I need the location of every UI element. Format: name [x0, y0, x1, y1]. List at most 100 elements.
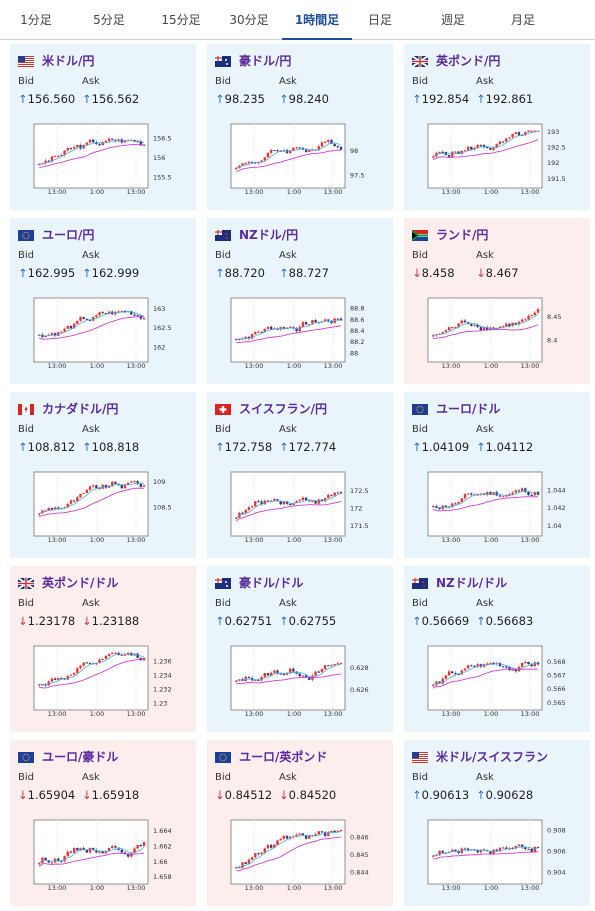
x-tick-label: 13:00 — [442, 188, 461, 196]
tab-7[interactable]: 週足 — [440, 13, 465, 27]
arrow-up-icon: ↑ — [279, 440, 289, 454]
candle — [323, 141, 327, 143]
price-chart[interactable]: 109 108.5 13:00 1:00 13:00 — [22, 466, 184, 548]
candle — [498, 847, 502, 852]
candle — [327, 832, 330, 837]
candle — [38, 513, 41, 515]
y-tick-label: 1.66 — [153, 858, 167, 866]
candle — [47, 160, 50, 162]
candle — [53, 507, 57, 510]
tab-2[interactable]: 5分足 — [93, 13, 125, 27]
pair-title[interactable]: カナダドル/円 — [42, 402, 119, 416]
currency-card[interactable]: 英ポンド/ドル Bid Ask ↓1.23178 ↓1.23188 1.236 1.234 1… — [10, 566, 196, 732]
candle — [533, 312, 537, 316]
price-chart[interactable]: 1.236 1.234 1.232 1.23 13:00 1:00 13:00 — [22, 640, 184, 722]
pair-title[interactable]: NZドル/ドル — [436, 576, 508, 590]
price-chart[interactable]: 163 162.5 162 13:00 1:00 13:00 — [22, 292, 184, 374]
currency-card[interactable]: NZドル/円 Bid Ask ↑88.720 ↑88.727 88.8 88.6 88.4 88… — [207, 218, 393, 384]
tab-8[interactable]: 月足 — [510, 13, 535, 27]
candle — [323, 319, 327, 322]
price-chart[interactable]: 98 97.5 13:00 1:00 13:00 — [219, 118, 381, 200]
candle — [53, 333, 57, 336]
x-tick-label: 1:00 — [90, 188, 105, 196]
pair-title[interactable]: 米ドル/スイスフラン — [436, 750, 549, 764]
candle — [41, 684, 44, 686]
candle — [260, 501, 263, 505]
pair-title[interactable]: ユーロ/英ポンド — [239, 750, 328, 764]
pair-title[interactable]: 豪ドル/円 — [239, 54, 292, 68]
candle — [139, 141, 143, 145]
x-tick-label: 13:00 — [324, 884, 343, 892]
currency-card[interactable]: NZドル/ドル Bid Ask ↑0.56669 ↑0.56683 0.568 0.567 0… — [404, 566, 590, 732]
candle — [298, 833, 301, 835]
ma-long-line — [432, 139, 539, 161]
au-flag-icon — [215, 56, 231, 67]
currency-card[interactable]: 米ドル/円 Bid Ask ↑156.560 ↑156.562 156.5 156 155.5… — [10, 44, 196, 210]
currency-card[interactable]: 豪ドル/ドル Bid Ask ↑0.62751 ↑0.62755 0.628 0.626 13… — [207, 566, 393, 732]
candle — [76, 320, 79, 324]
candle — [501, 666, 505, 668]
currency-card[interactable]: 米ドル/スイスフラン Bid Ask ↑0.90613 ↑0.90628 0.908 0.9… — [404, 740, 590, 906]
candle — [101, 658, 104, 660]
candle — [489, 147, 492, 150]
currency-card[interactable]: 英ポンド/円 Bid Ask ↑192.854 ↑192.861 193 192.5 192 1… — [404, 44, 590, 210]
price-chart[interactable]: 172.5 172 171.5 13:00 1:00 13:00 — [219, 466, 381, 548]
price-chart[interactable]: 0.908 0.906 0.904 13:00 1:00 13:00 — [416, 814, 578, 896]
tab-4[interactable]: 30分足 — [229, 13, 269, 27]
currency-card[interactable]: ユーロ/英ポンド Bid Ask ↓0.84512 ↓0.84520 0.846 0.845… — [207, 740, 393, 906]
currency-card[interactable]: ユーロ/豪ドル Bid Ask ↓1.65904 ↓1.65918 1.664 1.662 1… — [10, 740, 196, 906]
price-chart[interactable]: 0.568 0.567 0.566 0.565 13:00 1:00 13:00 — [416, 640, 578, 722]
price-chart[interactable]: 0.846 0.845 0.844 13:00 1:00 13:00 — [219, 814, 381, 896]
price-chart[interactable]: 8.45 8.4 13:00 1:00 13:00 — [416, 292, 578, 374]
y-tick-label: 109 — [153, 478, 165, 486]
ask-price: 1.65918 — [91, 788, 140, 802]
price-chart[interactable]: 1.044 1.042 1.04 13:00 1:00 13:00 — [416, 466, 578, 548]
price-chart[interactable]: 0.628 0.626 13:00 1:00 13:00 — [219, 640, 381, 722]
currency-card[interactable]: ユーロ/ドル Bid Ask ↑1.04109 ↑1.04112 1.044 1.042 1.… — [404, 392, 590, 558]
pair-title[interactable]: ユーロ/円 — [42, 228, 95, 242]
candle — [533, 846, 537, 852]
price-chart[interactable]: 193 192.5 192 191.5 13:00 1:00 13:00 — [416, 118, 578, 200]
candle — [317, 146, 320, 151]
candle — [69, 500, 73, 504]
gb-flag-icon — [412, 56, 428, 67]
tab-3[interactable]: 15分足 — [161, 13, 201, 27]
pair-title[interactable]: NZドル/円 — [239, 228, 299, 242]
pair-title[interactable]: ユーロ/豪ドル — [42, 750, 119, 764]
pair-title[interactable]: ユーロ/ドル — [436, 402, 501, 416]
y-tick-label: 0.568 — [547, 658, 566, 666]
price-chart[interactable]: 1.664 1.662 1.66 1.658 13:00 1:00 13:00 — [22, 814, 184, 896]
pair-title[interactable]: 英ポンド/円 — [436, 54, 501, 68]
currency-card[interactable]: カナダドル/円 Bid Ask ↑108.812 ↑108.818 109 108.5 13:… — [10, 392, 196, 558]
y-tick-label: 97.5 — [350, 171, 364, 179]
currency-card[interactable]: スイスフラン/円 Bid Ask ↑172.758 ↑172.774 172.5 172 17… — [207, 392, 393, 558]
tab-5[interactable]: 1時間足 — [282, 0, 352, 40]
pair-title[interactable]: 英ポンド/ドル — [42, 576, 119, 590]
pair-title[interactable]: 豪ドル/ドル — [239, 576, 304, 590]
candle — [492, 662, 495, 665]
x-tick-label: 13:00 — [127, 362, 146, 370]
pair-title[interactable]: 米ドル/円 — [42, 54, 95, 68]
candle — [295, 501, 298, 503]
candle — [511, 323, 514, 327]
price-chart[interactable]: 88.8 88.6 88.4 88.2 88 13:00 1:00 13:00 — [219, 292, 381, 374]
pair-title[interactable]: スイスフラン/円 — [239, 402, 328, 416]
currency-card[interactable]: ランド/円 Bid Ask ↓8.458 ↓8.467 8.45 8.4 13:00 1:00 1… — [404, 218, 590, 384]
tab-6[interactable]: 日足 — [367, 13, 392, 27]
ma-short-line — [39, 653, 145, 686]
candle — [489, 850, 492, 854]
currency-card[interactable]: ユーロ/円 Bid Ask ↑162.995 ↑162.999 163 162.5 162 13… — [10, 218, 196, 384]
price-chart[interactable]: 156.5 156 155.5 13:00 1:00 13:00 — [22, 118, 184, 200]
ma-long-line — [433, 851, 539, 860]
candle — [527, 662, 530, 665]
y-tick-label: 172 — [350, 505, 362, 513]
arrow-down-icon: ↓ — [82, 614, 92, 628]
tab-1[interactable]: 1分足 — [20, 13, 52, 27]
y-tick-label: 1.042 — [547, 504, 566, 512]
candle — [517, 490, 521, 492]
candle — [260, 676, 263, 681]
candle — [95, 485, 98, 489]
pair-title[interactable]: ランド/円 — [436, 228, 489, 242]
currency-card[interactable]: 豪ドル/円 Bid Ask ↑98.235 ↑98.240 98 97.5 13:00 1:00… — [207, 44, 393, 210]
bid-label: Bid — [412, 772, 428, 783]
